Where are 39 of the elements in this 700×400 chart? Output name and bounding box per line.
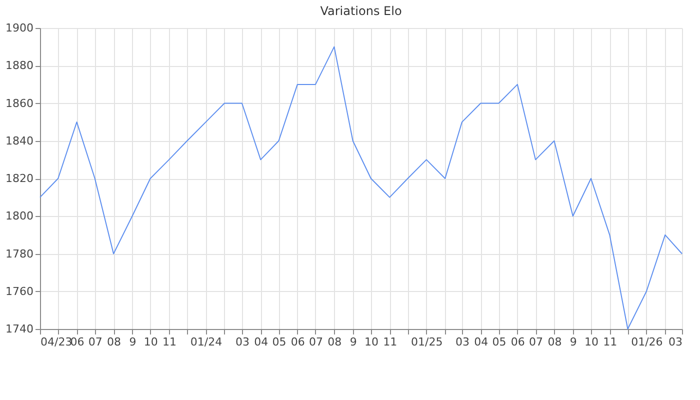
x-tick-label: 03 — [235, 336, 250, 348]
x-tick-label: 04/23 — [40, 336, 72, 348]
y-tick-label: 1840 — [6, 134, 34, 148]
x-tick-label: 11 — [383, 336, 398, 348]
x-tick-label: 9 — [570, 336, 577, 348]
x-tick-label: 03 — [455, 336, 470, 348]
x-tick-label: 06 — [290, 336, 305, 348]
x-tick-label: 01/25 — [411, 336, 443, 348]
x-tick-label: 03 — [668, 336, 682, 348]
y-tick-label: 1860 — [6, 96, 34, 110]
x-tick-label: 9 — [350, 336, 357, 348]
x-tick-label: 07 — [88, 336, 102, 348]
x-tick-label: 06 — [510, 336, 525, 348]
x-tick-label: 11 — [162, 336, 177, 348]
x-tick-label: 06 — [70, 336, 84, 348]
y-tick-label: 1740 — [6, 322, 34, 336]
x-tick-label: 08 — [548, 336, 562, 348]
x-tick-label: 07 — [529, 336, 544, 348]
x-tick-label: 04 — [474, 336, 488, 348]
y-tick-label: 1900 — [6, 22, 34, 34]
x-tick-label: 01/26 — [631, 336, 663, 348]
x-tick-label: 08 — [107, 336, 122, 348]
y-tick-label: 1760 — [6, 284, 34, 298]
x-tick-label: 07 — [308, 336, 323, 348]
x-tick-label: 11 — [603, 336, 618, 348]
x-tick-label: 10 — [144, 336, 158, 348]
y-tick-label: 1820 — [6, 172, 34, 185]
x-tick-label: 08 — [328, 336, 342, 348]
x-tick-label: 10 — [364, 336, 378, 348]
y-tick-label: 1800 — [6, 210, 34, 223]
x-tick-label: 9 — [129, 336, 136, 348]
chart-title: Variations Elo — [320, 4, 402, 18]
x-tick-label: 05 — [492, 336, 506, 348]
y-tick-label: 1880 — [6, 59, 34, 72]
x-tick-label: 10 — [584, 336, 598, 348]
x-tick-label: 01/24 — [190, 336, 222, 348]
x-tick-label: 05 — [272, 336, 286, 348]
y-tick-label: 1780 — [6, 247, 34, 260]
x-tick-label: 04 — [254, 336, 268, 348]
